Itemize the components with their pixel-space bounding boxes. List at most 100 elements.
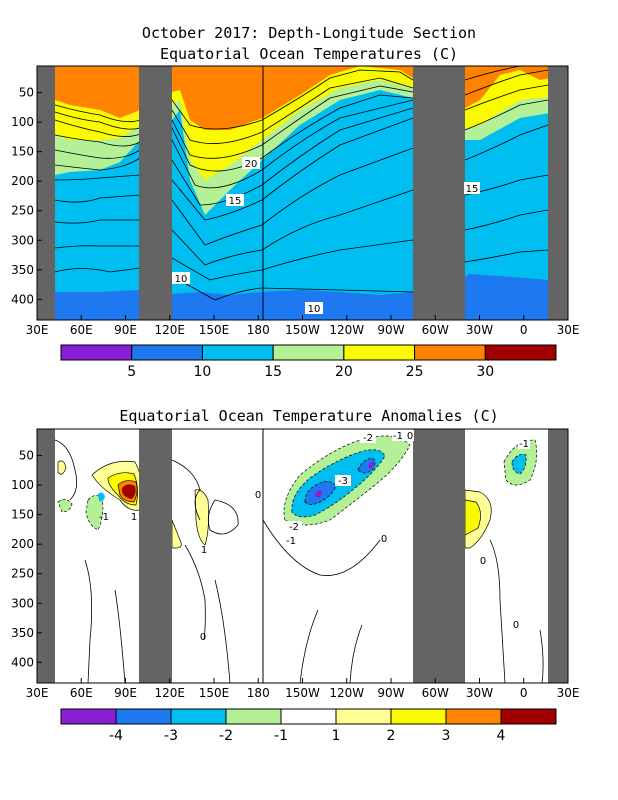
isotherm-line [54,267,414,301]
land-mask-south-america [413,429,465,683]
colorbar-swatch [201,344,274,361]
colorbar-swatch [390,708,447,725]
colorbar-label: 5 [127,364,136,380]
colorbar-label: 20 [335,364,353,380]
contour-label: 0 [381,534,387,545]
chart-title: October 2017: Depth-Longitude Section [142,24,476,42]
x-tick-label: 180 [247,686,270,700]
contour-label: -2 [289,522,299,533]
colorbar-label: 3 [442,728,451,744]
isotherm-line [54,189,414,266]
isotherm-line [54,69,414,130]
y-tick-label: 150 [11,145,34,159]
zero-contour [539,629,544,683]
x-tick-label: 150W [285,323,320,337]
x-tick-label: 60E [70,686,93,700]
contour-label: -1 [286,536,296,547]
x-tick-label: 30W [466,686,493,700]
contour-label-box [242,157,260,169]
anomaly-chart-title: Equatorial Ocean Temperature Anomalies (… [119,407,498,425]
colorbar-label: 30 [476,364,494,380]
x-tick-label: 90W [377,686,404,700]
zero-contour [207,499,239,535]
y-tick-label: 250 [11,204,34,218]
x-tick-label: 30E [557,686,580,700]
contour-label-box [335,475,351,486]
colorbar-label: 25 [406,364,424,380]
y-tick-label: 400 [11,655,34,669]
isotherm-line [464,69,549,96]
anomaly-region-positive-6 [171,519,182,549]
anomaly-region-positive-4 [122,484,136,499]
contour-label: -1 [519,439,529,450]
isotherm-line [54,107,414,206]
y-tick-label: 50 [19,86,34,100]
colorbar-label: -1 [274,728,288,744]
colorbar-swatch [280,708,337,725]
colorbar-label: 1 [332,728,341,744]
y-tick-label: 250 [11,567,34,581]
colorbar-swatch [115,708,172,725]
anomaly-colorbar: -4 -3 -2 -1 1 2 3 4 [60,708,557,744]
x-tick-label: 30E [26,323,49,337]
contour-label-box [286,521,302,532]
y-tick-label: 300 [11,596,34,610]
colorbar-swatch [131,344,203,361]
x-tick-label: 90E [114,686,137,700]
anomaly-axes: 30E 60E 90E 120E 150E 180 150W 120W 90W 60W 30W 0 30… [11,449,579,700]
x-tick-label: 30E [26,686,49,700]
zero-contour [184,544,206,641]
colorbar-swatch [60,708,117,725]
land-mask-south-america [413,66,465,320]
x-tick-label: 60E [70,323,93,337]
chart-subtitle: Equatorial Ocean Temperatures (C) [160,45,458,63]
colorbar-label: -4 [109,728,123,744]
y-tick-label: 350 [11,626,34,640]
colorbar-label: 10 [194,364,212,380]
x-tick-label: 180 [247,323,270,337]
y-tick-label: 100 [11,115,34,129]
contour-label: -3 [338,476,348,487]
temperature-axes: 30E 60E 90E 120E 150E 180 150W 120W 90W 60W 30W 0 30… [11,86,579,337]
anomaly-region-negative-9 [57,499,73,513]
x-tick-label: 0 [520,323,528,337]
isotherm-line [54,85,414,159]
contour-label: 1 [201,545,207,556]
contour-label: 15 [229,196,242,207]
x-tick-label: 90E [114,323,137,337]
isotherm-line [464,124,549,161]
contour-label: 20 [245,159,258,170]
temperature-contour-labels: 20 15 10 10 15 [172,157,480,315]
anomaly-panel: -2 -1 0 -3 -2 -1 0 1 0 0 0 -1 1 -1 0 30E… [11,428,579,744]
contour-label-box [518,438,530,449]
anomaly-contour-labels: -2 -1 0 -3 -2 -1 0 1 0 0 0 -1 1 -1 0 [99,430,530,643]
colorbar-swatch [170,708,227,725]
colorbar-swatch [335,708,392,725]
x-tick-label: 120W [329,323,364,337]
x-tick-label: 120E [155,686,186,700]
x-tick-label: 150W [285,686,320,700]
contour-label: 10 [175,274,188,285]
colorbar-label: -3 [164,728,178,744]
contour-label: 0 [513,620,519,631]
contour-label-box [172,272,190,284]
anomaly-field [37,429,568,683]
anomaly-region-positive-7 [194,489,209,546]
zero-contour [349,624,363,683]
zero-contours [54,439,544,683]
temperature-field [37,66,568,320]
contour-label: 0 [200,632,206,643]
x-tick-label: 90W [377,323,404,337]
contour-label-box [360,432,376,443]
isotherm-line [464,66,521,81]
anomaly-region-negative-4 [357,457,376,474]
y-tick-label: 200 [11,174,34,188]
contour-label-box [226,194,244,206]
contour-label: -1 [393,431,403,442]
anomaly-region-positive-5 [57,460,67,475]
anomaly-region-positive-9 [464,499,481,536]
colorbar-label: -2 [219,728,233,744]
contour-label-box [392,430,414,441]
colorbar-label: 4 [497,728,506,744]
isotherm-line [54,94,414,172]
